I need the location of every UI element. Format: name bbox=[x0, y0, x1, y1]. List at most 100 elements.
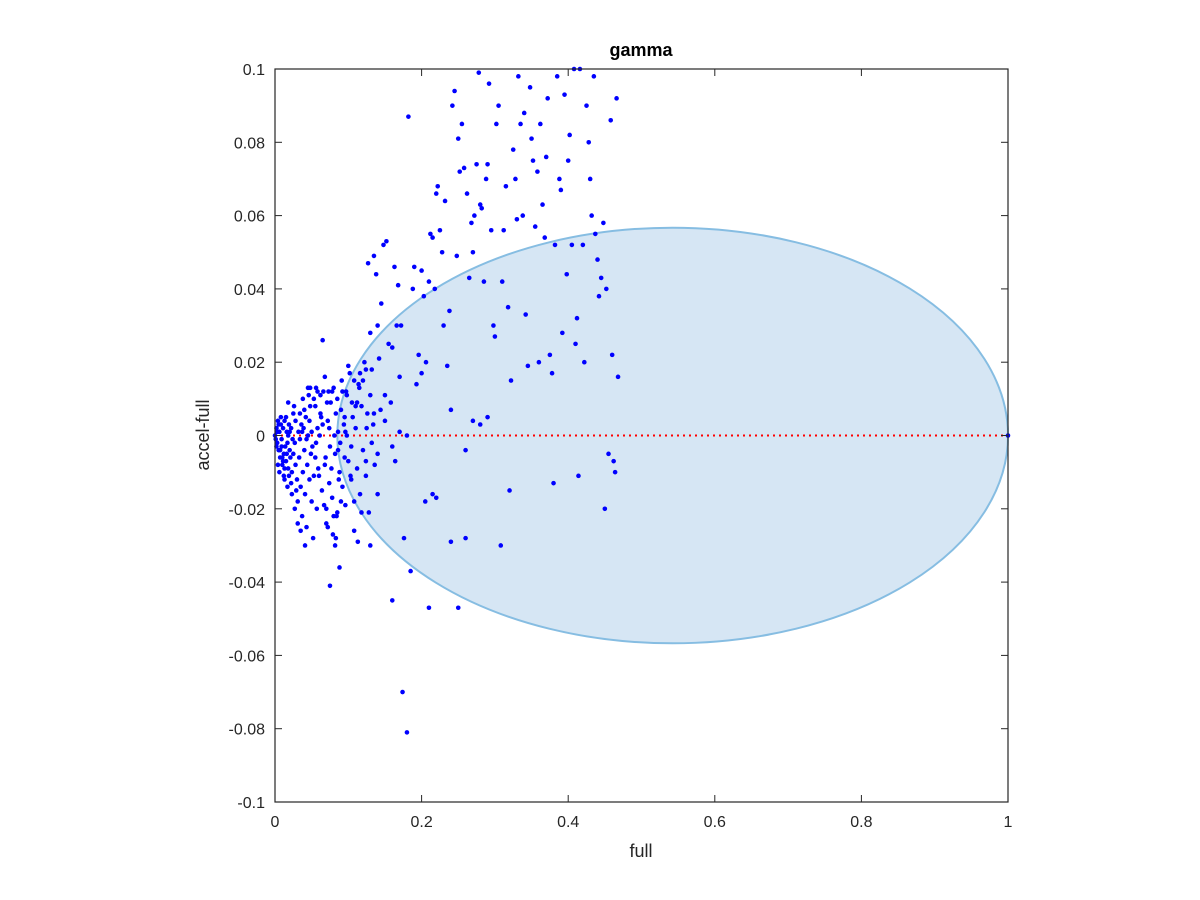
data-point bbox=[612, 469, 618, 475]
data-point bbox=[295, 521, 301, 526]
x-tick-label: 0.8 bbox=[850, 814, 872, 831]
data-point bbox=[378, 301, 384, 306]
data-point bbox=[274, 440, 280, 446]
data-point bbox=[491, 323, 496, 328]
data-point bbox=[574, 315, 580, 321]
data-point bbox=[365, 260, 371, 266]
data-point bbox=[389, 444, 395, 449]
data-point bbox=[547, 352, 553, 358]
data-point bbox=[316, 473, 322, 479]
data-point bbox=[419, 370, 424, 376]
data-point bbox=[320, 422, 325, 427]
data-point bbox=[587, 176, 593, 182]
data-point bbox=[275, 418, 281, 424]
data-point bbox=[382, 418, 388, 424]
data-point bbox=[282, 418, 287, 424]
data-point bbox=[329, 495, 335, 501]
data-point bbox=[382, 392, 388, 398]
data-point bbox=[448, 407, 454, 413]
data-point bbox=[395, 282, 401, 288]
y-tick-label: 0.1 bbox=[243, 62, 265, 79]
data-point bbox=[397, 429, 402, 435]
data-point bbox=[346, 363, 351, 369]
data-point bbox=[317, 433, 323, 438]
data-point bbox=[536, 359, 542, 365]
points-layer bbox=[272, 66, 1011, 735]
data-point bbox=[308, 451, 314, 457]
data-point bbox=[309, 429, 314, 435]
data-point bbox=[371, 253, 377, 259]
data-point bbox=[293, 488, 299, 493]
data-point bbox=[335, 510, 340, 515]
data-point bbox=[397, 374, 402, 380]
data-point bbox=[288, 425, 294, 431]
data-point bbox=[338, 499, 344, 504]
data-point bbox=[307, 418, 312, 424]
data-point bbox=[373, 271, 379, 277]
data-point bbox=[299, 429, 305, 435]
data-point bbox=[340, 484, 345, 490]
data-point bbox=[477, 202, 483, 207]
data-point bbox=[277, 447, 283, 453]
data-point bbox=[356, 385, 362, 391]
data-point bbox=[466, 275, 472, 281]
data-point bbox=[525, 363, 531, 369]
data-point bbox=[499, 279, 505, 284]
data-point bbox=[293, 418, 298, 424]
data-point bbox=[297, 436, 303, 442]
data-point bbox=[326, 425, 332, 431]
data-point bbox=[404, 433, 410, 438]
data-point bbox=[523, 312, 528, 317]
data-point bbox=[614, 96, 619, 101]
data-point bbox=[416, 352, 421, 358]
data-point bbox=[351, 528, 357, 534]
data-point bbox=[289, 491, 295, 497]
data-point bbox=[295, 499, 301, 504]
data-point bbox=[386, 341, 391, 347]
data-point bbox=[437, 227, 443, 233]
data-point bbox=[285, 440, 290, 446]
x-tick-label: 1 bbox=[1004, 814, 1013, 831]
data-point bbox=[328, 400, 334, 405]
data-point bbox=[576, 473, 581, 479]
data-point bbox=[401, 535, 407, 541]
data-point bbox=[450, 103, 455, 108]
data-point bbox=[320, 337, 325, 343]
data-point bbox=[330, 532, 336, 537]
data-point bbox=[363, 458, 369, 464]
data-point bbox=[452, 88, 457, 94]
data-point bbox=[513, 176, 518, 182]
data-point bbox=[367, 392, 373, 398]
data-point bbox=[428, 231, 433, 237]
data-point bbox=[369, 367, 375, 372]
y-tick-label: 0.08 bbox=[234, 135, 265, 152]
data-point bbox=[292, 506, 298, 512]
data-point bbox=[463, 535, 468, 541]
data-point bbox=[335, 429, 341, 435]
data-point bbox=[558, 187, 564, 193]
data-point bbox=[321, 502, 327, 508]
data-point bbox=[582, 359, 587, 365]
data-point bbox=[564, 271, 570, 277]
axes-layer: 0 0.2 0.4 0.6 0.8 1 -0.1 -0.08 -0.06 -0.04 -0.02 0 0… bbox=[229, 62, 1013, 831]
data-point bbox=[348, 473, 353, 479]
data-point bbox=[426, 605, 432, 611]
y-tick-label: -0.08 bbox=[229, 722, 266, 739]
data-point bbox=[406, 114, 411, 119]
data-point bbox=[369, 440, 375, 446]
data-point bbox=[332, 433, 337, 438]
data-point bbox=[333, 411, 339, 416]
data-point bbox=[291, 451, 296, 457]
data-point bbox=[310, 444, 315, 449]
data-point bbox=[339, 378, 345, 383]
data-point bbox=[337, 565, 342, 570]
data-point bbox=[363, 473, 369, 479]
data-point bbox=[318, 392, 323, 398]
data-point bbox=[318, 414, 324, 420]
data-point bbox=[433, 191, 439, 196]
data-point bbox=[351, 499, 357, 504]
data-point bbox=[442, 198, 448, 204]
data-point bbox=[573, 341, 578, 347]
data-point bbox=[601, 220, 606, 226]
data-point bbox=[535, 169, 540, 174]
